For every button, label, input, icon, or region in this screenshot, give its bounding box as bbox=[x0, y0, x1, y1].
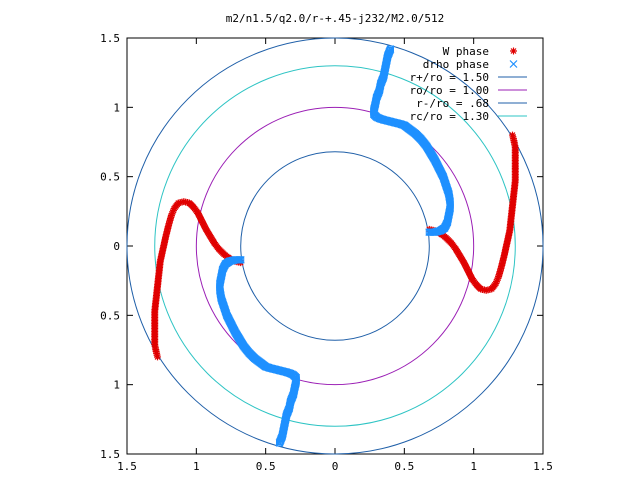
y-tick-label: 0 bbox=[113, 240, 120, 253]
w-phase-point bbox=[508, 131, 516, 139]
y-tick-label: 1.5 bbox=[100, 448, 120, 461]
w-phase-point bbox=[154, 353, 162, 361]
w-phase-point bbox=[169, 208, 177, 216]
reference-circles bbox=[126, 37, 544, 455]
x-tick-label: 1.5 bbox=[117, 460, 137, 473]
legend-label: r+/ro = 1.50 bbox=[410, 71, 489, 84]
w-phase-point bbox=[169, 206, 177, 214]
y-tick-label: 1.5 bbox=[100, 32, 120, 45]
y-tick-label: 0.5 bbox=[100, 309, 120, 322]
x-tick-label: 1 bbox=[193, 460, 200, 473]
x-tick-label: 0.5 bbox=[256, 460, 276, 473]
reference-circle bbox=[154, 65, 516, 427]
chart-title: m2/n1.5/q2.0/r-+.45-j232/M2.0/512 bbox=[226, 12, 445, 25]
y-tick-label: 1 bbox=[113, 101, 120, 114]
reference-circle bbox=[240, 151, 430, 341]
legend-label: W phase bbox=[443, 45, 489, 58]
axis-ticks: 1.5 1 0.5 0 0.5 1 1.51.510.500.511.5 bbox=[100, 32, 553, 473]
legend-marker-w-phase bbox=[510, 47, 517, 55]
reference-circle bbox=[126, 37, 544, 455]
drho-phase-point bbox=[386, 45, 395, 53]
w-phase-point bbox=[493, 278, 501, 286]
w-phase-point bbox=[493, 276, 501, 284]
w-phase-point bbox=[168, 210, 176, 218]
w-phase-point bbox=[494, 274, 502, 282]
reference-circle bbox=[195, 106, 475, 386]
w-phase-point bbox=[492, 279, 500, 287]
y-tick-label: 0.5 bbox=[100, 171, 120, 184]
legend-label: r-/ro = .68 bbox=[416, 97, 489, 110]
legend-label: ro/ro = 1.00 bbox=[410, 84, 489, 97]
x-tick-label: 0 bbox=[332, 460, 339, 473]
drho-phase-point bbox=[275, 439, 284, 447]
x-tick-label: 1.5 bbox=[533, 460, 553, 473]
x-tick-label: 1 bbox=[470, 460, 477, 473]
legend-label: rc/ro = 1.30 bbox=[410, 110, 489, 123]
phase-markers bbox=[151, 45, 519, 447]
legend-label: drho phase bbox=[423, 58, 489, 71]
w-phase-point bbox=[170, 205, 178, 213]
y-tick-label: 1 bbox=[113, 379, 120, 392]
legend-marker-drho-phase bbox=[509, 60, 518, 68]
x-tick-label: 0.5 bbox=[394, 460, 414, 473]
